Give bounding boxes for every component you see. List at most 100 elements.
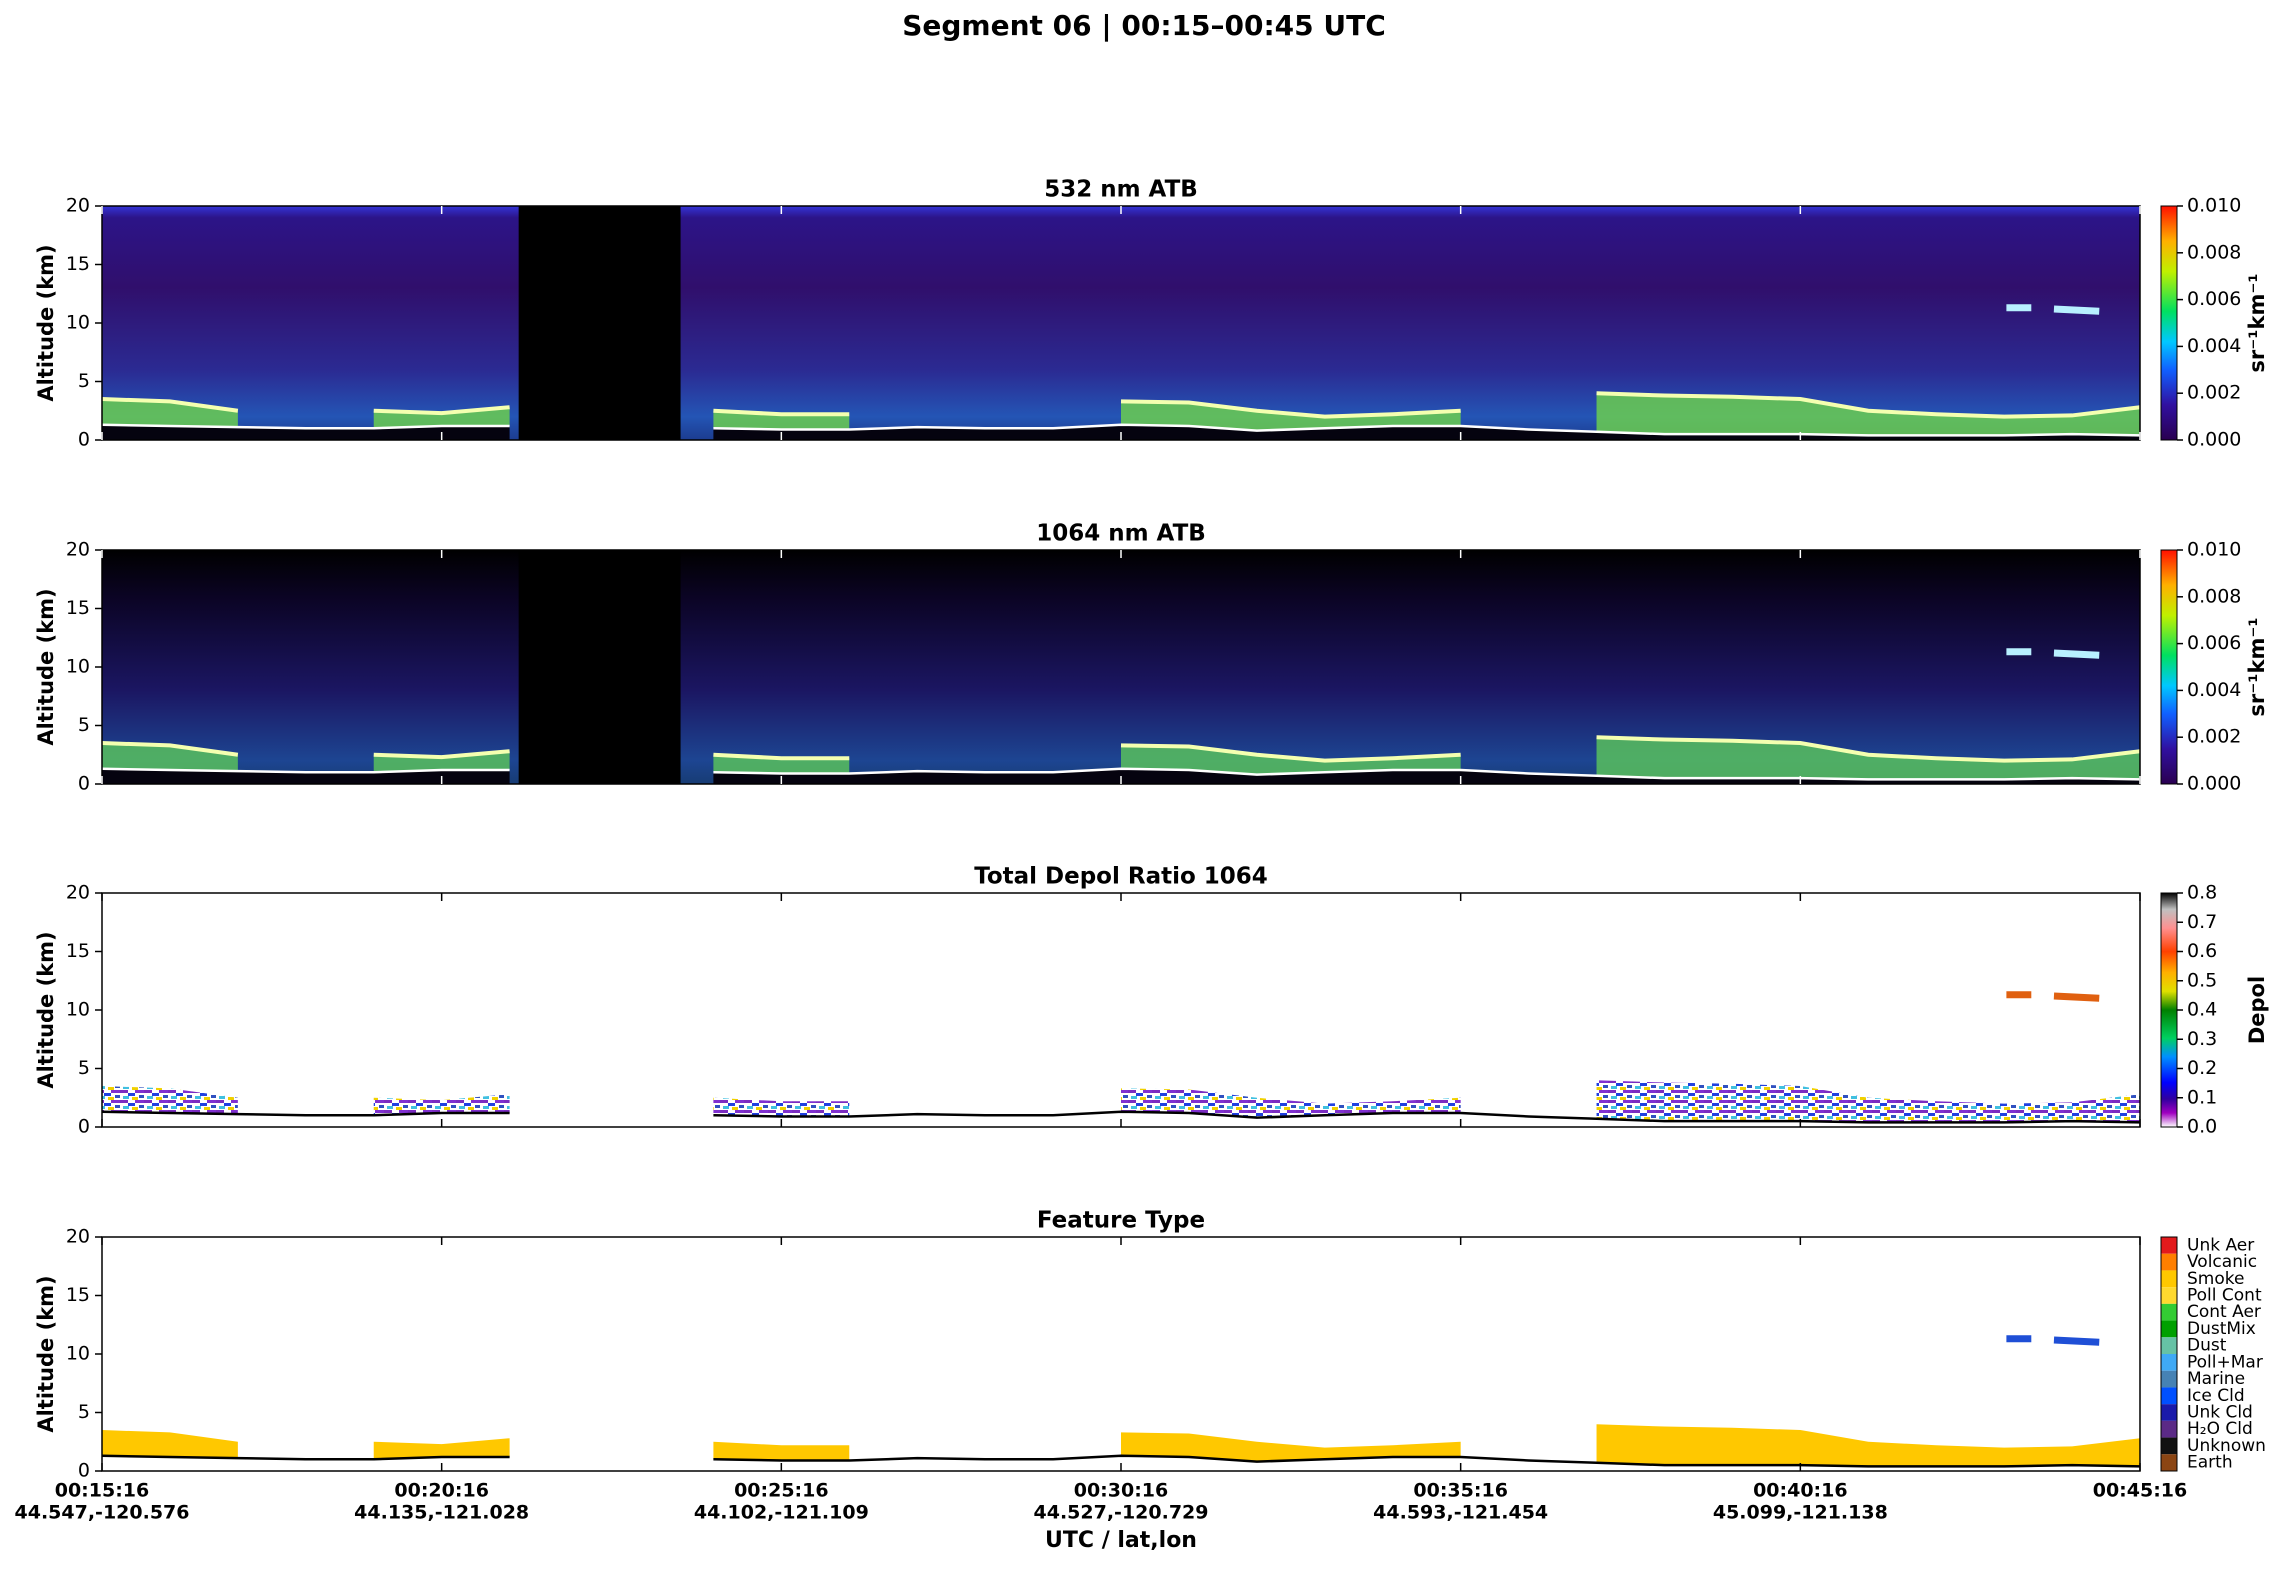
class-label: Smoke — [2187, 1269, 2244, 1289]
aerosol-layer — [102, 1086, 238, 1115]
colorbar-tick-label: 0.2 — [2187, 1057, 2217, 1079]
surface-line — [101, 1454, 510, 1461]
y-tick-label: 5 — [78, 1057, 90, 1079]
y-tick-label: 0 — [78, 773, 90, 795]
aerosol-layer — [1121, 401, 1461, 431]
colorbar-tick-label: 0.006 — [2187, 288, 2241, 310]
y-tick-label: 10 — [66, 312, 90, 334]
colorbar-tick-label: 0.4 — [2187, 999, 2217, 1021]
aerosol-layer — [1121, 1432, 1461, 1462]
cirrus-layer — [2053, 305, 2100, 315]
class-label: H₂O Cld — [2187, 1419, 2253, 1439]
colorbar-tick-label: 0.7 — [2187, 911, 2217, 933]
aerosol-layer — [373, 1094, 510, 1116]
class-swatch — [2161, 1437, 2177, 1455]
class-swatch — [2161, 1354, 2177, 1371]
colorbar-tick-label: 0.010 — [2187, 195, 2241, 217]
layer-top-edge — [713, 752, 850, 761]
class-swatch — [2161, 1454, 2177, 1471]
colorbar-frame — [2160, 1236, 2178, 1472]
surface-line — [713, 423, 2141, 437]
colorbar-tick-label: 0.1 — [2187, 1086, 2217, 1108]
layer-top-edge — [101, 741, 239, 757]
colorbar-tick-label: 0.8 — [2187, 882, 2217, 904]
class-swatch — [2161, 1420, 2177, 1438]
colorbar — [2160, 892, 2178, 1128]
class-swatch — [2161, 1253, 2177, 1271]
aerosol-layer — [1121, 1088, 1461, 1118]
aerosol-layer — [1121, 745, 1461, 775]
class-swatch — [2161, 1270, 2177, 1288]
colorbar-tick-label: 0.004 — [2187, 679, 2241, 701]
y-tick-label: 15 — [66, 940, 90, 962]
y-tick-label: 0 — [78, 429, 90, 451]
class-label: Poll Cont — [2187, 1286, 2262, 1306]
no-data-block — [518, 206, 681, 440]
class-label: Dust — [2187, 1336, 2227, 1356]
y-tick-label: 20 — [66, 195, 90, 217]
layer-top-edge — [373, 405, 510, 416]
y-tick-label: 10 — [66, 1343, 90, 1365]
colorbar — [2160, 549, 2178, 785]
panel-title: Feature Type — [1037, 1208, 1205, 1234]
layer-top-edge — [1596, 735, 2141, 763]
colorbar-tick-label: 0.002 — [2187, 726, 2241, 748]
surface-line — [101, 1110, 510, 1117]
cirrus-layer — [2053, 1336, 2100, 1346]
class-label: Marine — [2187, 1369, 2245, 1389]
aerosol-layer — [373, 1438, 510, 1460]
colorbar-tick-label: 0.008 — [2187, 241, 2241, 263]
y-tick-label: 5 — [78, 370, 90, 392]
class-swatch — [2161, 1404, 2177, 1421]
y-tick-label: 5 — [78, 1401, 90, 1423]
x-axis-label: UTC / lat,lon — [1045, 1528, 1197, 1553]
class-label: Unknown — [2187, 1436, 2266, 1456]
y-axis-label: Altitude (km) — [34, 1275, 58, 1432]
surface-line — [713, 1454, 2141, 1468]
y-tick-label: 0 — [78, 1116, 90, 1138]
cirrus-layer — [2053, 992, 2100, 1002]
layer-top-edge — [101, 397, 239, 413]
surface-line — [713, 767, 2141, 781]
y-axis-label: Altitude (km) — [34, 931, 58, 1088]
x-tick-label: 00:40:16 — [1753, 1480, 1848, 1502]
y-tick-label: 10 — [66, 656, 90, 678]
surface-line — [101, 767, 510, 774]
colorbar-label: sr⁻¹km⁻¹ — [2245, 273, 2269, 372]
colorbar-tick-label: 0.000 — [2187, 429, 2241, 451]
colorbar-tick-label: 0.0 — [2187, 1116, 2217, 1138]
x-tick-label: 00:35:16 — [1413, 1480, 1508, 1502]
y-tick-label: 20 — [66, 539, 90, 561]
x-tick-sublabel: 44.135,-121.028 — [354, 1502, 529, 1524]
colorbar-label: sr⁻¹km⁻¹ — [2245, 617, 2269, 716]
x-tick-sublabel: 44.102,-121.109 — [694, 1502, 869, 1524]
colorbar-tick-label: 0.000 — [2187, 773, 2241, 795]
aerosol-layer — [102, 1430, 238, 1459]
aerosol-layer — [713, 1097, 850, 1117]
aerosol-layer — [1596, 737, 2140, 780]
class-swatch — [2161, 1287, 2177, 1304]
y-tick-label: 0 — [78, 1460, 90, 1482]
layer-top-edge — [1120, 399, 1461, 419]
below-surface — [102, 768, 510, 784]
y-tick-label: 15 — [66, 253, 90, 275]
panel-title: 1064 nm ATB — [1036, 521, 1206, 547]
aerosol-layer — [713, 1441, 850, 1461]
y-tick-label: 20 — [66, 1226, 90, 1248]
x-tick-label: 00:45:16 — [2093, 1480, 2188, 1502]
class-label: Unk Cld — [2187, 1403, 2253, 1423]
surface-line — [713, 1110, 2141, 1124]
class-label: Volcanic — [2187, 1252, 2257, 1272]
colorbar — [2160, 205, 2178, 441]
class-label: Poll+Mar — [2187, 1352, 2263, 1372]
panel-title: 532 nm ATB — [1044, 177, 1198, 203]
y-axis-label: Altitude (km) — [34, 588, 58, 745]
x-tick-label: 00:20:16 — [394, 1480, 489, 1502]
x-tick-sublabel: 44.547,-120.576 — [15, 1502, 190, 1524]
aerosol-layer — [1596, 393, 2140, 436]
class-swatch — [2161, 1387, 2177, 1405]
y-tick-label: 20 — [66, 882, 90, 904]
x-tick-sublabel: 44.593,-121.454 — [1373, 1502, 1548, 1524]
layer-top-edge — [1120, 743, 1461, 763]
